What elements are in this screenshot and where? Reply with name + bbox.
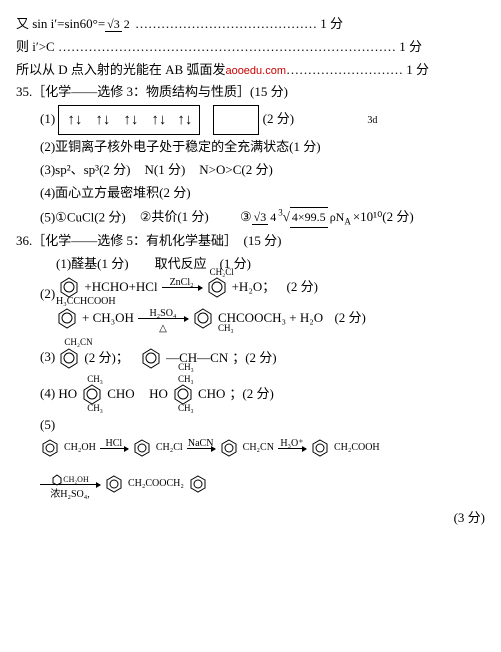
q35-5: (5)①CuCl(2 分)②共价(1 分) ③√343√4×99.5ρNA×10…	[40, 206, 485, 229]
line-sin: 又 sin i′=sin60°=√32 …………………………………… 1 分	[16, 14, 485, 35]
line-3: 所以从 D 点入射的光能在 AB 弧面发aooedu.com……………………… …	[16, 60, 485, 81]
q36-4: (4) HO CH₃CH₃ CHO HO CH₃CH₃ CHO ；(2 分)	[40, 383, 485, 405]
t: …………………………………… 1 分	[132, 16, 343, 31]
frac: √32	[105, 15, 132, 34]
q36-3: (3) CH₂CN (2 分)； —CH—CNCH₃ ；(2 分)	[40, 347, 485, 369]
q36-5: (5)	[40, 415, 485, 436]
q36-title: 36.［化学——选修 5：有机化学基础］ (15 分)	[16, 231, 485, 252]
q35-title: 35.［化学——选修 3：物质结构与性质］(15 分)	[16, 82, 485, 103]
q36-5b: CH₂OH浓H₂SO₄, CH₂COOCH₂	[40, 471, 485, 495]
orbital-3d: ↑↓ ↑↓ ↑↓ ↑↓ ↑↓	[58, 105, 200, 135]
q36-5-scheme: CH₂OH HCl CH₂Cl NaCN CH₂CN H₃O⁺ CH₂COOH	[40, 438, 485, 465]
q36-1: (1)醛基(1 分) 取代反应 (1 分)	[56, 254, 485, 275]
q35-4: (4)面心立方最密堆积(2 分)	[40, 183, 485, 204]
q35-3: (3)sp²、sp³(2 分)N(1 分)N>O>C(2 分)	[40, 160, 485, 181]
score-5: (3 分)	[16, 508, 485, 529]
q35-1: (1) ↑↓ ↑↓ ↑↓ ↑↓ ↑↓ (2 分) 3d	[40, 105, 485, 135]
reaction-arrow-icon: ZnCl₂	[162, 287, 202, 288]
watermark: aooedu.com	[225, 65, 286, 77]
q35-2: (2)亚铜离子核外电子处于稳定的全充满状态(1 分)	[40, 137, 485, 158]
orbital-4s	[213, 105, 259, 135]
t: 又 sin i′=sin60°=	[16, 16, 105, 31]
line-2: 则 i′>C …………………………………………………………………… 1 分	[16, 37, 485, 58]
q36-2b: H₃CCHCOOH + CH₃OH H₂SO₄△ CHCOOCH₃ + H₂OC…	[56, 307, 485, 329]
